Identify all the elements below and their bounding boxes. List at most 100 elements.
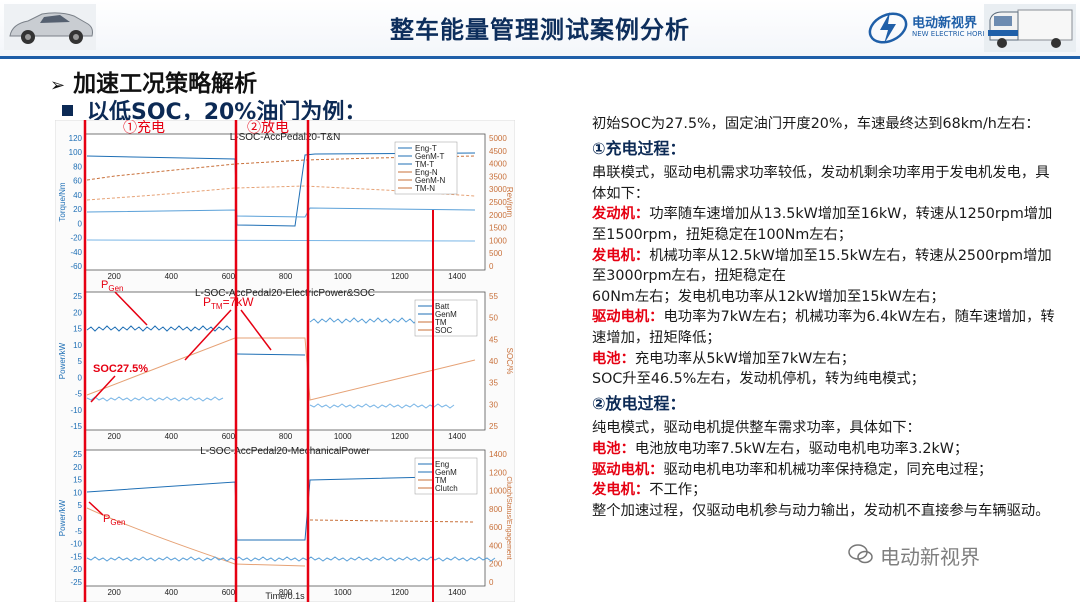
panel3-left-axis: Power/kW <box>58 499 67 536</box>
legend-item: GenM <box>435 468 457 477</box>
batt-charge-curve <box>86 396 224 402</box>
y-tick-left: 0 <box>78 514 83 523</box>
x-axis-label: Time/0.1s <box>265 591 305 601</box>
y-tick-left: 20 <box>73 205 82 214</box>
x-tick: 400 <box>165 432 179 441</box>
panel3-curves <box>86 475 496 567</box>
logo-icon <box>868 12 908 44</box>
y-tick-left: 60 <box>73 177 82 186</box>
discharge-generator-label: 发电机： <box>592 482 650 499</box>
x-tick: 600 <box>222 432 236 441</box>
ptm-annotation: PTM=7kW <box>203 295 254 311</box>
x-tick: 200 <box>107 432 121 441</box>
y-tick-left: -5 <box>75 390 83 399</box>
y-tick-right: 500 <box>489 249 503 258</box>
y-tick-right: 1400 <box>489 450 507 459</box>
generator-text-continued: 60Nm左右；发电机电功率从12kW增加至15kW左右； <box>592 288 945 305</box>
genm-mech-power-curve <box>86 507 306 567</box>
clutch-status-line <box>309 519 476 523</box>
panel2-title: L-SOC-AccPedal20-ElectricPower&SOC <box>195 288 375 299</box>
y-tick-right: 55 <box>489 292 498 301</box>
charge-description: 串联模式，驱动电机需求功率较低，发动机剩余功率用于发电机发电，具体如下： <box>592 165 1050 202</box>
y-tick-left: 0 <box>78 373 83 382</box>
legend-item: GenM-T <box>415 152 444 161</box>
y-tick-left: -20 <box>70 234 82 243</box>
legend-item: GenM <box>435 310 457 319</box>
panel2-right-axis: SOC/% <box>505 348 514 375</box>
section-title-text: 加速工况策略解析 <box>73 71 258 97</box>
discharge-motor-text: 驱动电机电功率和机械功率保持稳定，同充电过程； <box>663 461 993 478</box>
x-tick: 600 <box>222 272 236 281</box>
y-tick-left: -10 <box>70 540 82 549</box>
panel3-right-axis: Clutch/Status/Engagement <box>505 476 512 559</box>
x-tick: 400 <box>165 588 179 597</box>
generator-text: 机械功率从12.5kW增加至15.5kW左右，转速从2500rpm增加至3000… <box>592 247 1052 285</box>
x-tick: 1400 <box>448 272 466 281</box>
x-tick: 200 <box>107 588 121 597</box>
y-tick-left: 10 <box>73 488 82 497</box>
engine-label: 发动机： <box>592 206 650 223</box>
section-title: ➢ 加速工况策略解析 <box>50 64 257 98</box>
axis-ticks: 120100806040200-20-40-605000450040003500… <box>69 134 508 597</box>
generator-item: 发电机：机械功率从12.5kW增加至15.5kW左右，转速从2500rpm增加至… <box>592 246 1062 287</box>
discharge-heading: ②放电过程： <box>592 393 686 413</box>
drive-motor-item: 驱动电机：电功率为7kW左右；机械功率为6.4kW左右，随车速增加，转速增加，扭… <box>592 307 1062 348</box>
y-tick-left: 40 <box>73 191 82 200</box>
discharge-motor-item: 驱动电机：驱动电机电功率和机械功率保持稳定，同充电过程； <box>592 460 1062 481</box>
y-tick-left: 25 <box>73 450 82 459</box>
y-tick-right: 1500 <box>489 224 507 233</box>
discharge-battery-item: 电池：电池放电功率7.5kW左右，驱动电机电功率3.2kW； <box>592 439 1062 460</box>
batt-discharge-curve <box>309 403 455 409</box>
engine-item: 发动机：功率随车速增加从13.5kW增加至16kW，转速从1250rpm增加至1… <box>592 204 1062 245</box>
y-tick-left: -15 <box>70 552 82 561</box>
generator-label: 发电机： <box>592 247 650 264</box>
legend-item: GenM-N <box>415 176 445 185</box>
panel3-title: L-SOC-AccPedal20-MechanicalPower <box>200 446 370 457</box>
y-tick-left: 0 <box>78 219 83 228</box>
y-tick-right: 40 <box>489 357 498 366</box>
pgen-arrow-2 <box>88 501 104 516</box>
square-bullet-icon <box>62 104 73 116</box>
y-tick-left: -5 <box>75 527 83 536</box>
discharge-conclusion: 整个加速过程，仅驱动电机参与动力输出，发动机不直接参与车辆驱动。 <box>592 502 1050 519</box>
x-tick: 200 <box>107 272 121 281</box>
tm-power-segment <box>236 353 306 356</box>
analysis-text: 初始SOC为27.5%，固定油门开度20%，车速最终达到68km/h左右： ①充… <box>592 114 1062 521</box>
soc-annotation: SOC27.5% <box>93 363 148 375</box>
y-tick-left: 10 <box>73 341 82 350</box>
brand-logo: 电动新视界 NEW ELECTRIC HORIZON <box>866 6 1000 50</box>
logo-name: 电动新视界 <box>912 16 978 31</box>
legend-item: Eng <box>435 460 449 469</box>
y-tick-left: 15 <box>73 476 82 485</box>
y-tick-left: -25 <box>70 578 82 587</box>
y-tick-left: 100 <box>69 148 83 157</box>
drive-motor-text: 电功率为7kW左右；机械功率为6.4kW左右，随车速增加，转速增加，扭矩降低； <box>592 309 1055 346</box>
panel1-right-axis: Rev/rpm <box>505 187 514 218</box>
x-tick: 1400 <box>448 432 466 441</box>
y-tick-left: -15 <box>70 422 82 431</box>
genm-power-curve <box>86 325 232 332</box>
x-tick: 1400 <box>448 588 466 597</box>
pgen-annotation-2: PGen <box>103 513 125 527</box>
legend-item: TM-T <box>415 160 434 169</box>
y-tick-right: 3000 <box>489 185 507 194</box>
y-tick-left: -60 <box>70 262 82 271</box>
genm-torque-curve <box>86 207 476 218</box>
y-tick-left: 5 <box>78 357 83 366</box>
y-tick-right: 30 <box>489 400 498 409</box>
x-tick: 1200 <box>391 432 409 441</box>
y-tick-right: 0 <box>489 262 494 271</box>
test-figure: L-SOC-AccPedal20-T&N L-SOC-AccPedal20-El… <box>55 120 515 602</box>
panel2-left-axis: Power/kW <box>58 342 67 379</box>
charge-heading: ①充电过程： <box>592 138 686 158</box>
header-bar: 整车能量管理测试案例分析 电动新视界 NEW ELECTRIC HORIZON <box>0 0 1080 59</box>
y-tick-right: 1000 <box>489 487 507 496</box>
logo-subtitle: NEW ELECTRIC HORIZON <box>912 30 1000 38</box>
y-tick-right: 25 <box>489 422 498 431</box>
x-tick: 1000 <box>334 432 352 441</box>
y-tick-left: 20 <box>73 308 82 317</box>
charge-conclusion: SOC升至46.5%左右，发动机停机，转为纯电模式； <box>592 371 926 388</box>
